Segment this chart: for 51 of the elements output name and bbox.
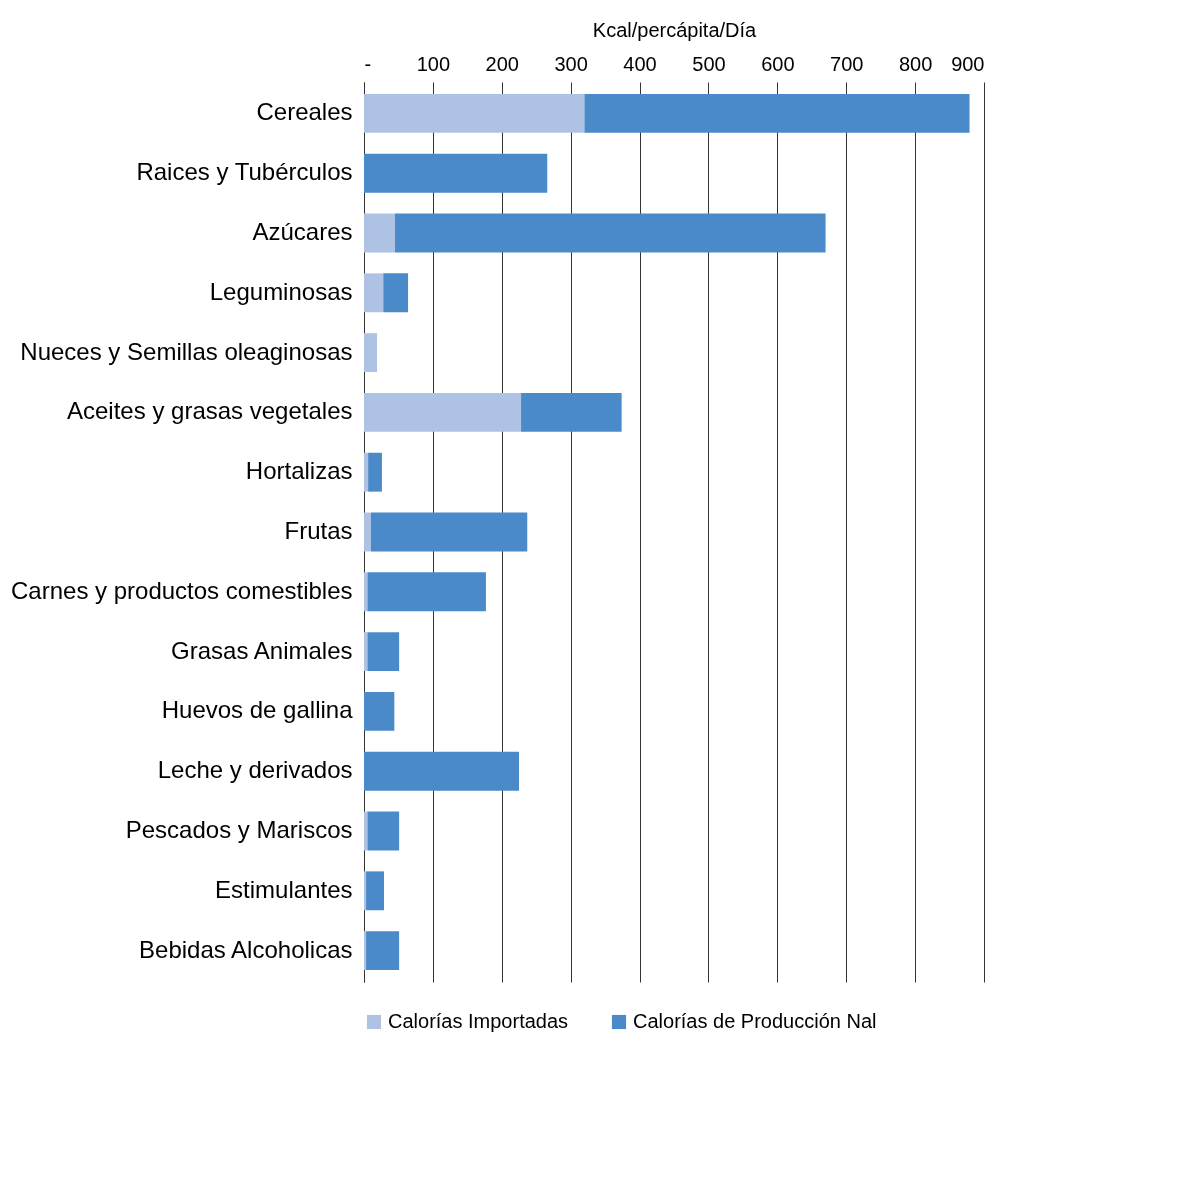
legend-label: Calorías Importadas xyxy=(388,1010,569,1032)
x-tick-label: 200 xyxy=(485,52,519,75)
y-tick-label: Estimulantes xyxy=(215,875,353,903)
bar xyxy=(367,572,486,612)
bar xyxy=(364,751,519,791)
y-tick-label: Leche y derivados xyxy=(157,756,353,784)
x-tick-label: 500 xyxy=(692,52,726,75)
x-tick-label: 400 xyxy=(623,52,657,75)
x-axis-title: Kcal/percápita/Día xyxy=(592,18,758,41)
bar xyxy=(364,871,367,911)
x-tick-label: 700 xyxy=(830,52,864,75)
bar xyxy=(367,632,400,672)
bar xyxy=(364,512,371,552)
y-tick-label: Raices y Tubérculos xyxy=(136,158,353,186)
bar xyxy=(368,452,382,492)
bar xyxy=(383,273,409,313)
y-tick-label: Azúcares xyxy=(252,218,353,245)
bar xyxy=(364,392,522,432)
bar xyxy=(370,512,528,552)
y-tick-label: Cereales xyxy=(256,98,353,126)
x-tick-label: 600 xyxy=(761,52,795,75)
x-tick-label: 800 xyxy=(898,52,933,75)
bar xyxy=(364,213,395,253)
legend-label: Calorías de Producción Nal xyxy=(633,1010,877,1032)
bar xyxy=(364,273,384,313)
y-tick-label: Grasas Animales xyxy=(171,636,353,664)
bar xyxy=(364,153,548,193)
bar xyxy=(364,93,585,133)
bar xyxy=(366,871,384,911)
y-tick-label: Huevos de gallina xyxy=(161,696,354,724)
x-tick-label: 100 xyxy=(416,52,451,75)
bar xyxy=(364,333,378,373)
x-tick-label: 900 xyxy=(951,52,985,75)
bar xyxy=(367,811,400,851)
y-tick-label: Bebidas Alcoholicas xyxy=(139,935,353,963)
bar xyxy=(584,93,970,133)
y-tick-label: Leguminosas xyxy=(209,277,353,305)
bar xyxy=(366,931,400,971)
y-tick-label: Hortalizas xyxy=(245,457,353,485)
y-tick-label: Nueces y Semillas oleaginosas xyxy=(20,337,353,365)
y-tick-label: Frutas xyxy=(284,517,353,544)
bar xyxy=(521,392,622,432)
bar xyxy=(364,691,395,731)
x-tick-label: 300 xyxy=(554,52,588,75)
y-tick-label: Aceites y grasas vegetales xyxy=(67,397,353,425)
bar xyxy=(364,931,367,971)
y-tick-label: Carnes y productos comestibles xyxy=(11,576,353,604)
bar xyxy=(395,213,826,253)
y-tick-label: Pescados y Mariscos xyxy=(125,816,353,843)
x-tick-label: - xyxy=(364,52,372,75)
bar xyxy=(364,452,369,492)
